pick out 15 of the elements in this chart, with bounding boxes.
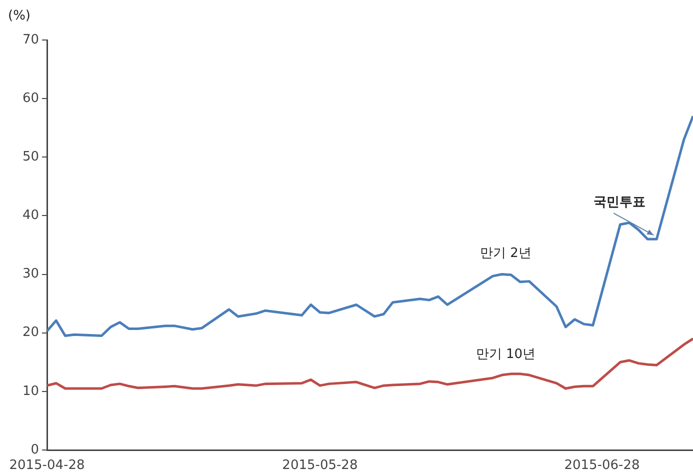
x-tick-label: 2015-04-28 [9, 458, 85, 474]
y-tick-label: 50 [22, 150, 39, 165]
y-tick-label: 30 [22, 266, 39, 282]
annotation: 국민투표 [594, 195, 646, 210]
y-tick-label: 70 [22, 32, 39, 48]
x-tick-label: 2015-06-28 [564, 458, 640, 474]
y-tick-label: 0 [30, 442, 39, 458]
x-tick-label: 2015-05-28 [282, 458, 358, 474]
y-tick-label: 20 [22, 325, 39, 340]
series-label: 만기 10년 [476, 346, 536, 362]
y-axis-title: (%) [8, 8, 30, 24]
y-tick-label: 60 [22, 90, 39, 106]
y-tick-label: 10 [22, 384, 39, 399]
series-label: 만기 2년 [480, 246, 532, 262]
y-tick-label: 40 [22, 208, 39, 224]
